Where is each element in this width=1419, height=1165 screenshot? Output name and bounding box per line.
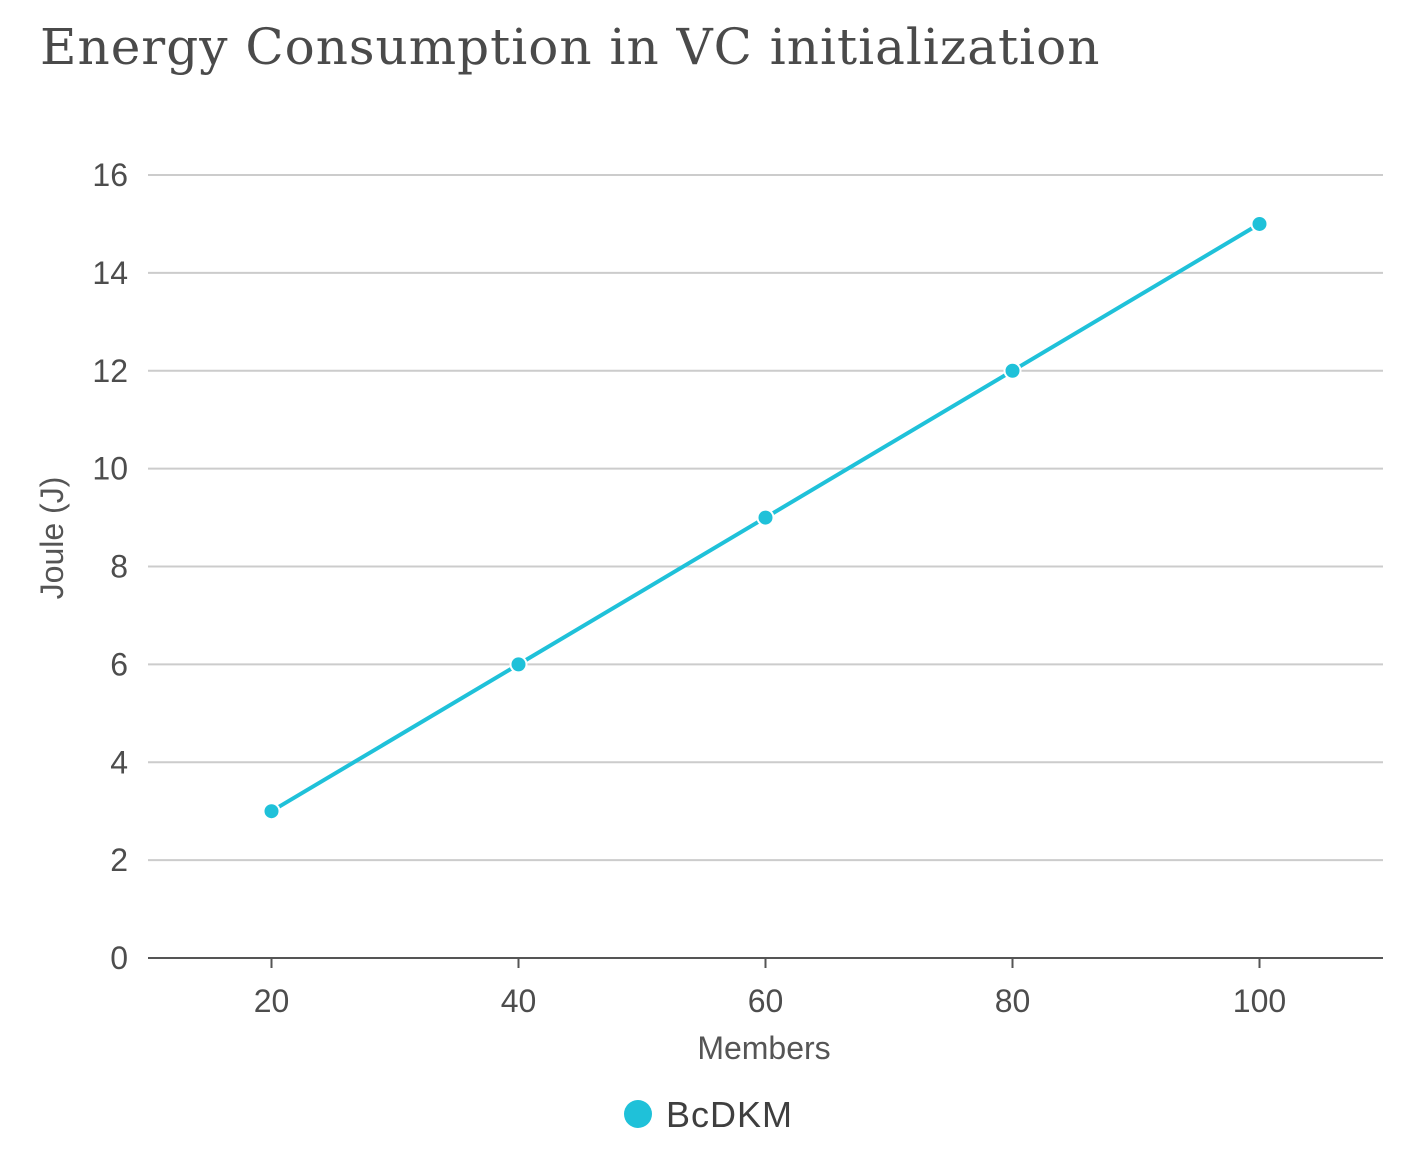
y-tick-label-14: 14 [92,255,128,291]
legend-swatch-bcdkm [624,1100,652,1128]
y-tick-label-10: 10 [92,451,128,487]
x-tick-label-40: 40 [501,983,537,1019]
data-point-bcdkm-20 [262,802,281,821]
y-tick-label-8: 8 [110,549,128,585]
y-axis-title: Joule (J) [34,477,70,600]
tick-labels: 0 2 4 6 8 10 12 14 16 20 40 60 80 100 [92,157,1286,1019]
chart-title: Energy Consumption in VC initialization [40,18,1101,76]
legend-label-bcdkm: BcDKM [666,1094,793,1135]
x-tick-label-20: 20 [254,983,290,1019]
x-tick-label-100: 100 [1233,983,1286,1019]
y-tick-label-4: 4 [110,744,128,780]
x-tick-label-60: 60 [748,983,784,1019]
data-point-bcdkm-40 [509,655,528,674]
data-point-bcdkm-80 [1003,361,1022,380]
y-tick-label-12: 12 [92,353,128,389]
data-point-bcdkm-60 [756,508,775,527]
x-axis-title: Members [697,1030,830,1066]
axes [148,957,1383,968]
y-tick-label-0: 0 [110,940,128,976]
y-tick-label-2: 2 [110,842,128,878]
y-tick-label-16: 16 [92,157,128,193]
x-tick-label-80: 80 [995,983,1031,1019]
data-points [262,214,1269,821]
legend[interactable]: BcDKM [624,1094,793,1135]
data-point-bcdkm-100 [1250,214,1269,233]
y-tick-label-6: 6 [110,646,128,682]
